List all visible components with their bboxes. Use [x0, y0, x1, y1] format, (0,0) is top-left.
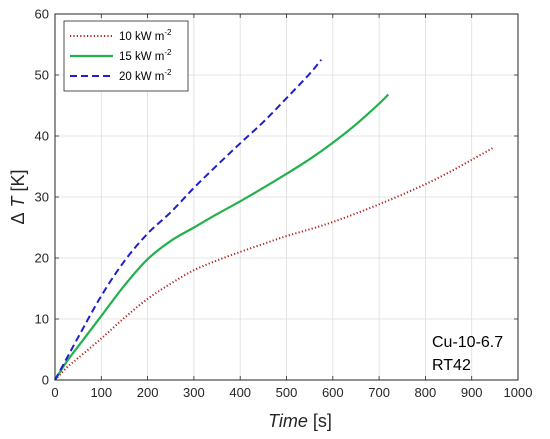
y-axis-label-unit: [K] [8, 169, 28, 196]
y-tick-label: 50 [35, 68, 49, 83]
y-tick-label: 20 [35, 251, 49, 266]
x-tick-label: 0 [51, 385, 58, 400]
series-line-15-kw-m-2 [54, 93, 390, 381]
series-line-10-kw-m-2 [54, 147, 494, 381]
y-axis-label-var: T [8, 194, 28, 212]
y-axis-label-symbol: Δ [8, 212, 28, 224]
ticks: 0 100 200 300 400 500 600 700 800 900 1000 0 10 20 30 4… [35, 7, 533, 401]
x-tick-label: 900 [461, 385, 483, 400]
legend-label-15kw: 15 kW m-2 [119, 48, 172, 63]
x-tick-label: 600 [322, 385, 344, 400]
legend-label-15kw-main: 15 kW m [119, 51, 164, 63]
y-tick-label: 60 [35, 7, 49, 22]
legend: 10 kW m-2 15 kW m-2 20 kW m-2 [63, 20, 189, 92]
legend-label-20kw-main: 20 kW m [119, 71, 164, 83]
legend-label-20kw: 20 kW m-2 [119, 68, 172, 83]
x-axis-label-unit: [s] [308, 411, 332, 431]
legend-label-10kw: 10 kW m-2 [119, 28, 172, 43]
y-tick-label: 30 [35, 190, 49, 205]
x-tick-label: 800 [415, 385, 437, 400]
x-tick-label: 400 [229, 385, 251, 400]
legend-label-10kw-main: 10 kW m [119, 31, 164, 43]
y-tick-label: 40 [35, 129, 49, 144]
legend-label-20kw-sup: -2 [164, 68, 172, 77]
legend-label-10kw-sup: -2 [164, 28, 172, 37]
legend-label-15kw-sup: -2 [164, 48, 172, 57]
x-axis-label: Time [s] [268, 411, 332, 431]
annotation-sample: Cu-10-6.7 [432, 334, 503, 351]
x-tick-label: 300 [183, 385, 205, 400]
x-tick-label: 200 [137, 385, 159, 400]
x-tick-label: 500 [276, 385, 298, 400]
annotation-material: RT42 [432, 357, 471, 374]
x-axis-label-var: Time [268, 411, 308, 431]
series-line-20-kw-m-2 [54, 59, 322, 381]
x-tick-label: 100 [90, 385, 112, 400]
series-layer [54, 59, 494, 381]
y-tick-label: 10 [35, 312, 49, 327]
x-tick-label: 700 [368, 385, 390, 400]
y-axis-label: Δ T [K] [8, 169, 28, 224]
x-tick-label: 1000 [504, 385, 533, 400]
y-tick-label: 0 [42, 373, 49, 388]
